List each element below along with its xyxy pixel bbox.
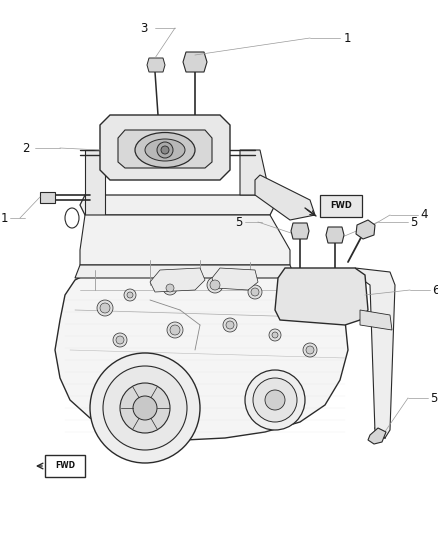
Polygon shape [118,130,212,168]
Polygon shape [275,268,368,325]
Polygon shape [320,195,362,217]
Text: 3: 3 [141,21,148,35]
Circle shape [226,321,234,329]
Polygon shape [356,220,375,239]
Polygon shape [326,227,344,243]
Circle shape [100,303,110,313]
Circle shape [133,396,157,420]
Polygon shape [291,223,309,239]
Text: 2: 2 [22,141,30,155]
Circle shape [210,280,220,290]
Circle shape [265,390,285,410]
Ellipse shape [135,133,195,167]
Circle shape [170,325,180,335]
Text: FWD: FWD [330,201,352,211]
Circle shape [167,322,183,338]
Polygon shape [80,195,275,215]
Circle shape [253,378,297,422]
Circle shape [272,332,278,338]
Polygon shape [183,52,207,72]
Ellipse shape [145,139,185,161]
Circle shape [306,346,314,354]
Polygon shape [355,268,395,438]
Circle shape [287,302,293,308]
Polygon shape [100,115,230,180]
Polygon shape [80,215,290,265]
Circle shape [163,281,177,295]
Circle shape [103,366,187,450]
Circle shape [124,289,136,301]
Text: 5: 5 [410,215,417,229]
Text: 5: 5 [430,392,438,405]
Circle shape [90,353,200,463]
Text: 5: 5 [235,215,242,229]
Polygon shape [75,265,295,278]
Polygon shape [368,428,386,444]
Circle shape [251,288,259,296]
Circle shape [269,329,281,341]
Polygon shape [147,58,165,72]
Polygon shape [240,150,270,195]
Circle shape [303,343,317,357]
Circle shape [97,300,113,316]
Circle shape [161,146,169,154]
Circle shape [245,370,305,430]
Text: 6: 6 [432,284,438,296]
Circle shape [127,292,133,298]
Polygon shape [40,192,55,203]
Text: 1: 1 [0,212,8,224]
Polygon shape [150,268,205,292]
Polygon shape [212,268,258,290]
Circle shape [116,336,124,344]
Polygon shape [55,258,348,440]
Circle shape [120,383,170,433]
Polygon shape [85,150,105,215]
Circle shape [113,333,127,347]
Circle shape [248,285,262,299]
Circle shape [223,318,237,332]
Circle shape [207,277,223,293]
Text: 4: 4 [420,208,427,222]
Circle shape [166,284,174,292]
Circle shape [284,299,296,311]
Polygon shape [360,310,392,330]
Text: 1: 1 [344,31,352,44]
Polygon shape [255,175,315,220]
Circle shape [157,142,173,158]
Text: FWD: FWD [55,462,75,471]
